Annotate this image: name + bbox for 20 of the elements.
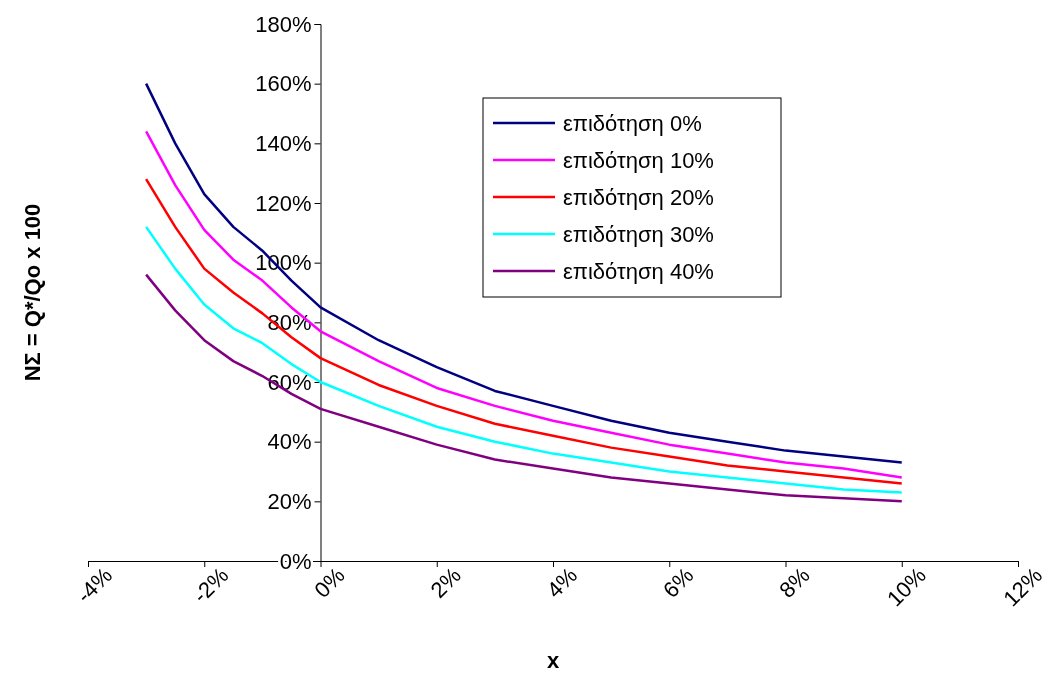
- line-series: [144, 225, 903, 494]
- y-tick-label: 160%: [255, 71, 312, 97]
- legend-label: επιδότηση 30%: [563, 222, 714, 247]
- legend-label: επιδότηση 40%: [563, 259, 714, 284]
- x-tick-label: 6%: [658, 562, 699, 603]
- legend-label: επιδότηση 20%: [563, 185, 714, 210]
- legend-label: επιδότηση 0%: [563, 111, 702, 136]
- y-tick-label: 180%: [255, 11, 312, 37]
- y-tick-label: 120%: [255, 190, 312, 216]
- y-tick-label: 140%: [255, 130, 312, 156]
- x-tick-label: -4%: [71, 562, 118, 608]
- x-axis-title: x: [546, 648, 560, 673]
- x-tick-label: -2%: [187, 562, 234, 608]
- legend-label: επιδότηση 10%: [563, 148, 714, 173]
- y-tick-label: 20%: [267, 488, 312, 514]
- y-axis-title: NΣ = Q*/Qo x 100: [20, 203, 45, 382]
- y-tick-label: 40%: [267, 429, 312, 455]
- x-tick-label: 8%: [774, 562, 815, 603]
- x-tick-label: 2%: [425, 562, 466, 603]
- x-tick-label: 4%: [541, 562, 583, 603]
